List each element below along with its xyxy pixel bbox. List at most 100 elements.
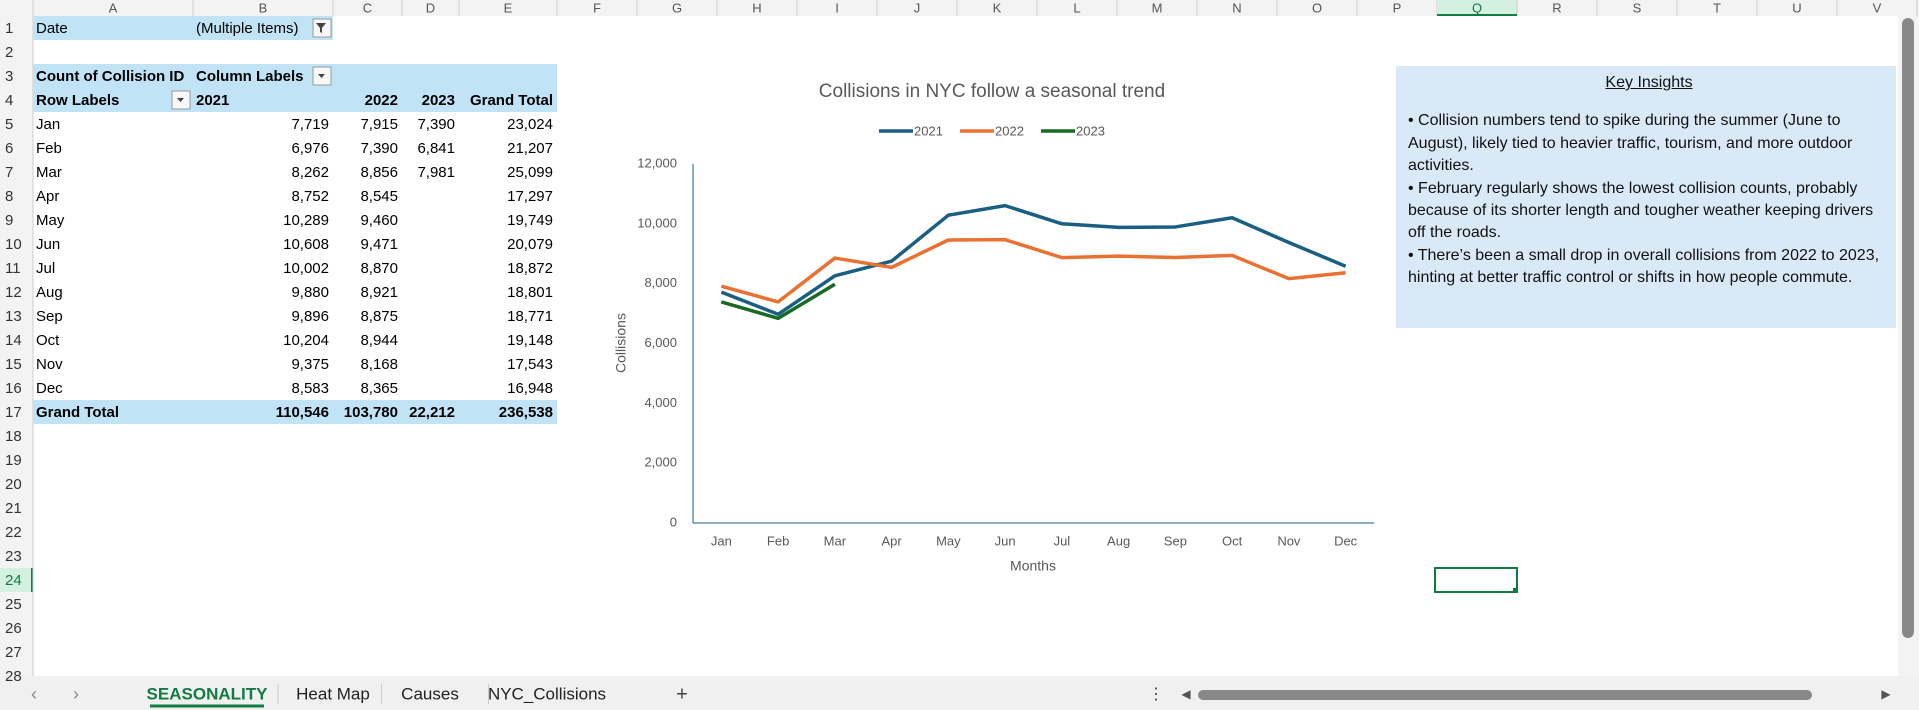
cell-text: Oct: [36, 332, 60, 349]
column-letter: R: [1552, 0, 1561, 15]
column-letter: Q: [1472, 0, 1482, 15]
insight: • Collision numbers tend to spike during…: [1408, 112, 1853, 175]
row-number: 17: [5, 404, 22, 421]
column-letter: N: [1232, 0, 1241, 15]
row-number: 15: [5, 356, 22, 373]
cell-text: 8,168: [360, 356, 398, 373]
cell-text: Count of Collision ID: [36, 68, 184, 85]
cell-text: 6,976: [291, 140, 329, 157]
tab-next[interactable]: ›: [73, 684, 79, 704]
series-line: [720, 237, 1346, 304]
row-number: 3: [5, 68, 13, 85]
cell-text: 7,390: [417, 116, 455, 133]
scroll-thumb[interactable]: [1198, 690, 1812, 700]
column-letter: B: [259, 0, 268, 15]
sheet-tab[interactable]: Heat Map: [296, 684, 370, 703]
pivot-fill: [33, 400, 557, 424]
cell-text: Feb: [36, 140, 62, 157]
column-letter: M: [1152, 0, 1163, 15]
row-header-bar: [0, 16, 33, 676]
column-letter: P: [1393, 0, 1402, 15]
column-letter: G: [672, 0, 682, 15]
cell-text: 10,002: [283, 260, 329, 277]
row-number: 21: [5, 500, 22, 517]
x-tick-label: May: [936, 533, 961, 548]
column-letter: L: [1073, 0, 1080, 15]
cell-text: 8,583: [291, 380, 329, 397]
x-tick-label: Mar: [824, 533, 847, 548]
cell-text: 18,872: [507, 260, 553, 277]
cell-text: 17,543: [507, 356, 553, 373]
dropdown-button-icon: [177, 98, 184, 102]
cell-text: 22,212: [409, 404, 455, 421]
pivot-fill: [33, 16, 333, 40]
cell-text: 20,079: [507, 236, 553, 253]
chart-title: Collisions in NYC follow a seasonal tren…: [819, 81, 1165, 102]
cell-text: 8,856: [360, 164, 398, 181]
cell-text: 9,471: [360, 236, 398, 253]
cell-text: 7,390: [360, 140, 398, 157]
row-number: 12: [5, 284, 22, 301]
cell-text: 8,921: [360, 284, 398, 301]
cell-text: 17,297: [507, 188, 553, 205]
pivot-fill: [33, 64, 557, 88]
scroll-thumb[interactable]: [1902, 18, 1914, 638]
y-tick-label: 8,000: [644, 275, 677, 290]
sheet-tab[interactable]: NYC_Collisions: [488, 684, 606, 703]
cell-text: Apr: [36, 188, 59, 205]
cell-text: 6,841: [417, 140, 455, 157]
row-number: 2: [5, 44, 13, 61]
x-tick-label: Nov: [1277, 533, 1301, 548]
column-letter: E: [504, 0, 513, 15]
cell-text: Row Labels: [36, 92, 119, 109]
row-number: 7: [5, 164, 13, 181]
cell-text: 18,801: [507, 284, 553, 301]
column-letter: T: [1713, 0, 1721, 15]
column-letter: O: [1312, 0, 1322, 15]
add-sheet[interactable]: +: [676, 683, 688, 705]
cell-text: 10,608: [283, 236, 329, 253]
cell-text: (Multiple Items): [196, 20, 299, 37]
cell-text: Grand Total: [470, 92, 553, 109]
scroll-right[interactable]: ▶: [1881, 687, 1891, 701]
sheet-tab[interactable]: SEASONALITY: [147, 684, 269, 703]
cell-text: 7,981: [417, 164, 455, 181]
cell-text: 103,780: [344, 404, 398, 421]
column-letter: F: [593, 0, 601, 15]
row-number: 24: [5, 572, 22, 589]
cell-text: 10,204: [283, 332, 329, 349]
cell-text: 21,207: [507, 140, 553, 157]
fill-handle[interactable]: [1513, 588, 1518, 593]
x-tick-label: Apr: [882, 533, 903, 548]
row-number: 14: [5, 332, 22, 349]
x-tick-label: Jan: [711, 533, 732, 548]
y-tick-label: 2,000: [644, 455, 677, 470]
scroll-left[interactable]: ◀: [1181, 687, 1191, 701]
cell-text: Date: [36, 20, 68, 37]
cell-text: 9,880: [291, 284, 329, 301]
row-number: 22: [5, 524, 22, 541]
insights-title: Key Insights: [1605, 74, 1693, 91]
cell-text: 8,545: [360, 188, 398, 205]
cell-text: 9,375: [291, 356, 329, 373]
column-letter: K: [993, 0, 1002, 15]
row-number: 20: [5, 476, 22, 493]
cell-text: 8,875: [360, 308, 398, 325]
x-tick-label: Oct: [1222, 533, 1243, 548]
x-tick-label: Feb: [767, 533, 789, 548]
column-letter: A: [109, 0, 118, 15]
cell-text: 18,771: [507, 308, 553, 325]
legend-label: 2021: [914, 123, 943, 138]
cell-text: 2021: [196, 92, 229, 109]
x-tick-label: Dec: [1334, 533, 1358, 548]
cell-text: 236,538: [499, 404, 553, 421]
column-letter: H: [752, 0, 761, 15]
selected-cell[interactable]: [1434, 567, 1518, 593]
cell-text: 9,460: [360, 212, 398, 229]
tab-prev[interactable]: ‹: [31, 684, 37, 704]
more-options[interactable]: ⋮: [1148, 686, 1164, 703]
row-number: 26: [5, 620, 22, 637]
sheet-tab[interactable]: Causes: [401, 684, 459, 703]
cell-text: 16,948: [507, 380, 553, 397]
